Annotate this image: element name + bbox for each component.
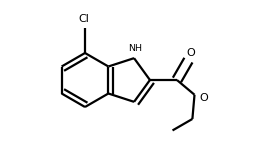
Text: Cl: Cl	[79, 14, 89, 24]
Text: O: O	[199, 93, 208, 103]
Text: NH: NH	[128, 44, 142, 53]
Text: O: O	[186, 48, 195, 58]
